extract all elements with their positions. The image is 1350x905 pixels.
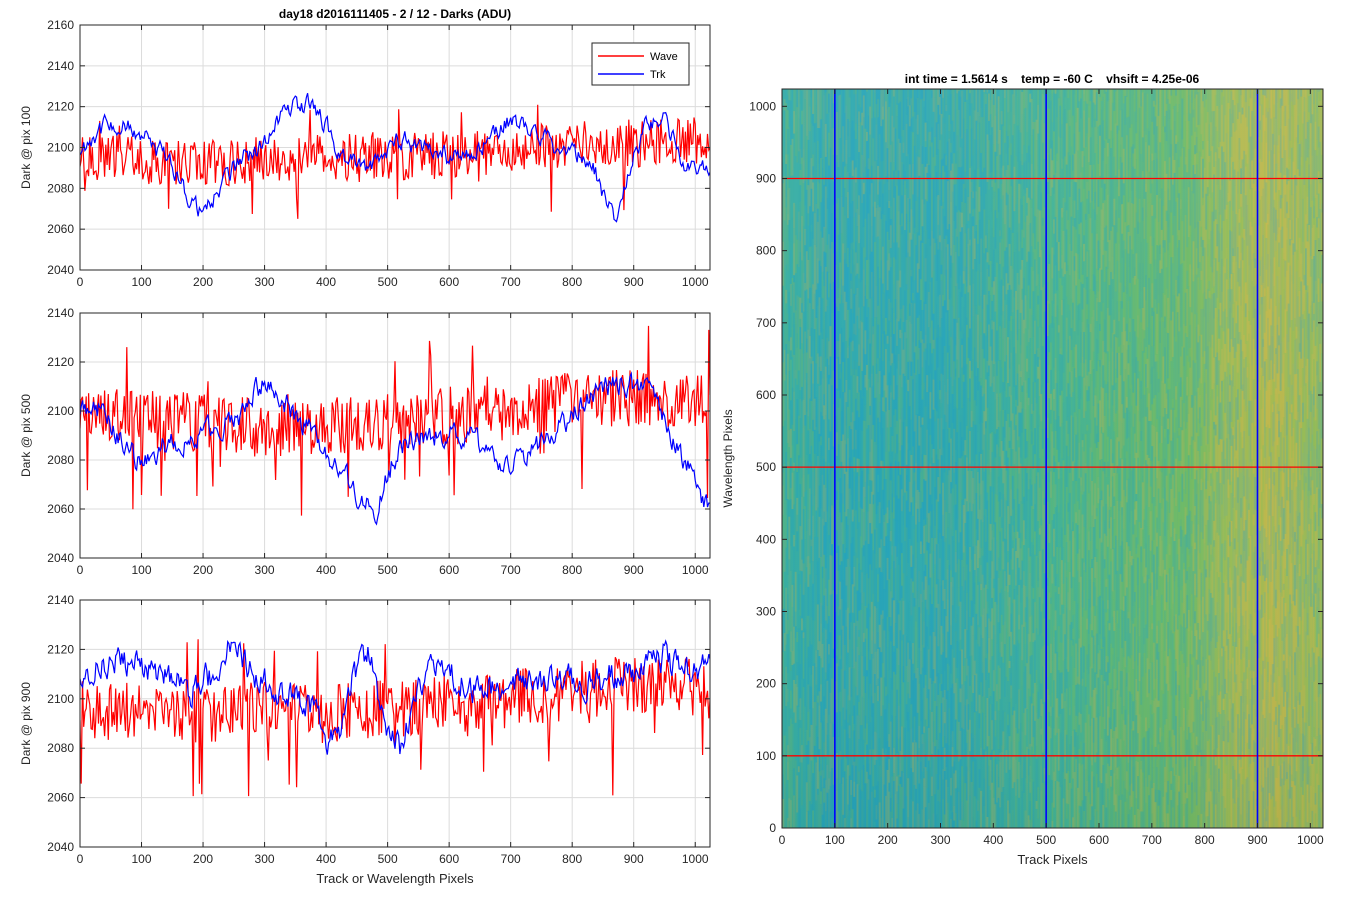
heatmap-texture-cell <box>855 49 857 94</box>
heatmap-texture-cell <box>838 70 840 89</box>
plot-panel-pix-900: 0 100 200 300 400 500 600 700 800 900 1000 2040 2060… <box>19 593 710 886</box>
y-tick-label: 2100 <box>47 404 74 418</box>
x-tick-label: 400 <box>316 852 336 866</box>
x-tick-label: 300 <box>255 275 275 289</box>
x-tick-label: 500 <box>378 275 398 289</box>
x-tick-label: 200 <box>193 852 213 866</box>
heatmap-texture-cell <box>841 65 843 90</box>
legend-entry: Trk <box>650 69 666 81</box>
x-tick-label: 0 <box>77 852 84 866</box>
x-tick-label: 1000 <box>682 852 709 866</box>
x-tick-label: 900 <box>624 852 644 866</box>
x-tick-label: 500 <box>378 563 398 577</box>
x-tick-label: 800 <box>562 852 582 866</box>
y-tick-label: 2100 <box>47 141 74 155</box>
y-tick-label: 2060 <box>47 502 74 516</box>
axes-background <box>80 313 710 558</box>
y-tick-label: 2160 <box>47 18 74 32</box>
x-tick-label: 600 <box>439 275 459 289</box>
heatmap-texture-cell <box>1051 47 1053 93</box>
x-tick-label: 600 <box>439 563 459 577</box>
y-axis-label: Dark @ pix 100 <box>19 106 33 189</box>
y-tick-label: 2060 <box>47 791 74 805</box>
x-tick-label: 200 <box>193 275 213 289</box>
y-tick-label: 2080 <box>47 181 74 195</box>
plot-panel-pix-500: 0 100 200 300 400 500 600 700 800 900 1000 2040 2060… <box>19 306 710 577</box>
y-tick-label: 2080 <box>47 453 74 467</box>
x-tick-label: 200 <box>193 563 213 577</box>
y-axis-label: Dark @ pix 900 <box>19 682 33 765</box>
x-tick-label: 100 <box>132 275 152 289</box>
heatmap-texture-cell <box>866 62 868 92</box>
heatmap-texture-cell <box>801 51 803 91</box>
plot-panel-pix-100: 0 100 200 300 400 500 600 700 800 900 1000 2040 2060… <box>19 18 710 289</box>
y-axis-label: Dark @ pix 500 <box>19 394 33 477</box>
y-tick-label: 2120 <box>47 642 74 656</box>
x-axis-label: Track or Wavelength Pixels <box>316 871 474 886</box>
x-tick-label: 1000 <box>682 275 709 289</box>
x-tick-label: 1000 <box>682 563 709 577</box>
heatmap-texture-cell <box>825 46 827 93</box>
x-tick-label: 600 <box>439 852 459 866</box>
x-tick-label: 700 <box>501 563 521 577</box>
legend-box <box>592 43 689 85</box>
legend: Wave Trk <box>592 43 689 85</box>
y-tick-label: 2140 <box>47 306 74 320</box>
x-tick-label: 100 <box>132 563 152 577</box>
x-tick-label: 0 <box>77 275 84 289</box>
y-tick-label: 2060 <box>47 222 74 236</box>
left-figure-title: day18 d2016111405 - 2 / 12 - Darks (ADU) <box>279 7 511 21</box>
x-tick-label: 700 <box>501 852 521 866</box>
y-tick-label: 2120 <box>47 100 74 114</box>
x-tick-label: 500 <box>378 852 398 866</box>
y-tick-label: 2040 <box>47 263 74 277</box>
x-tick-label: 0 <box>77 563 84 577</box>
y-tick-label: 2080 <box>47 741 74 755</box>
x-tick-label: 300 <box>255 852 275 866</box>
heatmap-texture-cell <box>806 70 808 91</box>
right-figure-title: int time = 1.5614 s temp = -60 C vhsift … <box>905 72 1200 86</box>
x-tick-label: 900 <box>624 275 644 289</box>
heatmap-image <box>782 42 1324 828</box>
x-tick-label: 700 <box>501 275 521 289</box>
x-tick-label: 900 <box>624 563 644 577</box>
x-tick-label: 800 <box>562 563 582 577</box>
legend-entry: Wave <box>650 51 678 63</box>
y-tick-label: 2040 <box>47 840 74 854</box>
x-tick-label: 800 <box>562 275 582 289</box>
y-tick-label: 2140 <box>47 593 74 607</box>
heatmap-texture-cell <box>834 51 836 90</box>
y-tick-label: 2120 <box>47 355 74 369</box>
y-tick-label: 2040 <box>47 551 74 565</box>
x-tick-label: 400 <box>316 563 336 577</box>
y-tick-label: 2100 <box>47 692 74 706</box>
x-tick-label: 100 <box>132 852 152 866</box>
y-tick-label: 2140 <box>47 59 74 73</box>
x-tick-label: 400 <box>316 275 336 289</box>
x-tick-label: 300 <box>255 563 275 577</box>
